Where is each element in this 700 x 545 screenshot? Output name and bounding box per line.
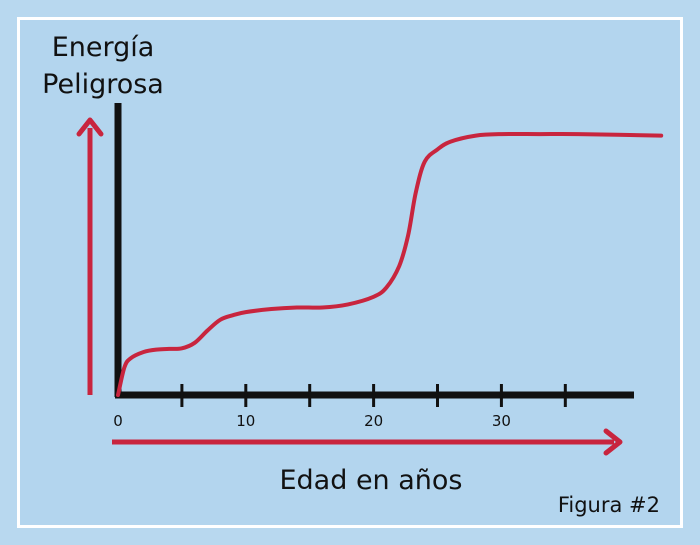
x-tick-label-20: 20	[364, 412, 383, 430]
x-tick-label-30: 30	[492, 412, 511, 430]
x-axis-label: Edad en años	[279, 465, 462, 496]
x-tick-label-10: 10	[236, 412, 255, 430]
figure-caption: Figura #2	[558, 493, 660, 517]
x-arrow-head	[603, 428, 623, 456]
x-tick-label-0: 0	[113, 412, 123, 430]
y-axis-label-line-2: Peligrosa	[42, 69, 164, 100]
y-axis-label-line-1: Energía	[52, 32, 155, 63]
energy-curve	[116, 131, 664, 397]
y-arrow-head	[76, 117, 104, 137]
